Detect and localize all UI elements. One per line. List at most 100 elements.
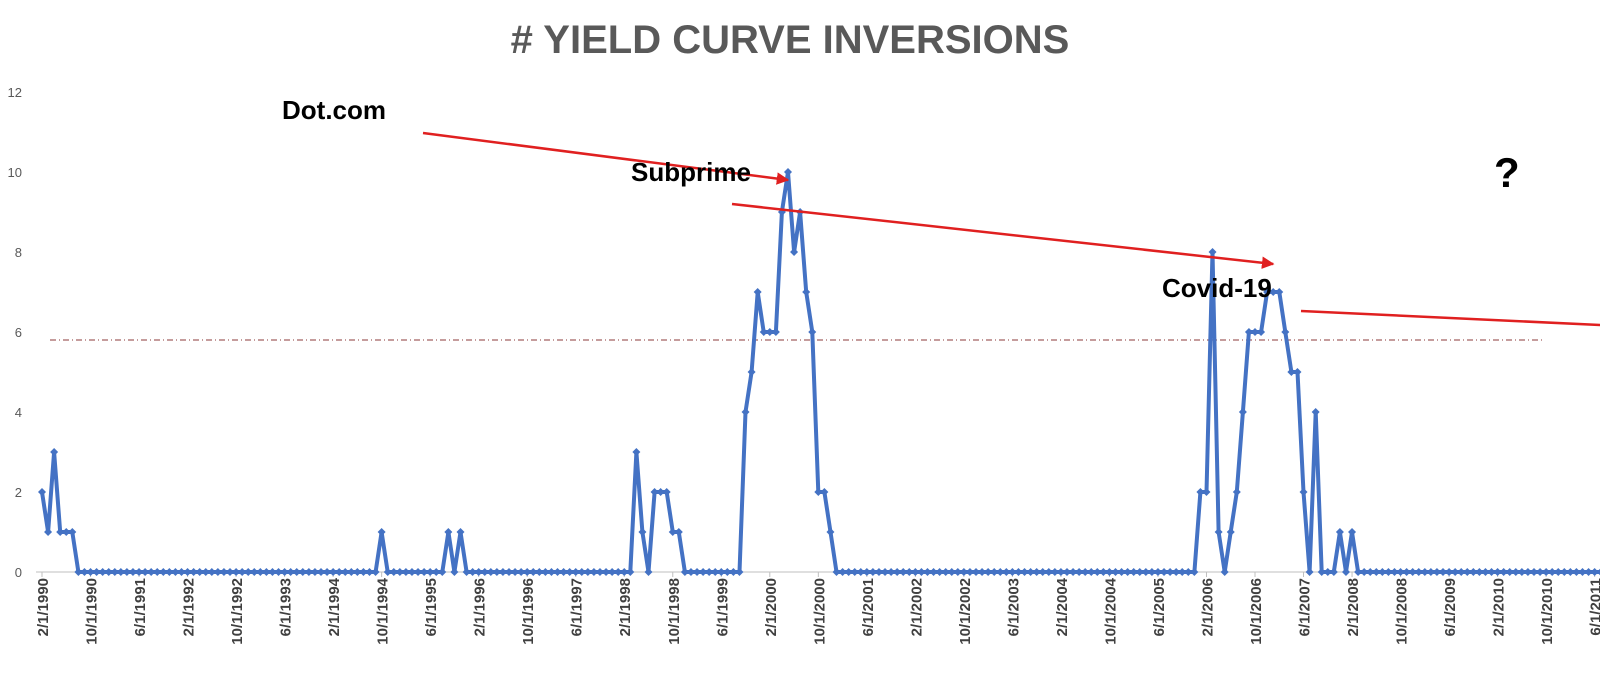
data-point bbox=[56, 528, 65, 536]
data-point bbox=[911, 568, 920, 576]
x-tick-label: 6/1/2005 bbox=[1151, 578, 1168, 636]
data-point bbox=[80, 568, 89, 576]
y-tick-label: 6 bbox=[15, 325, 22, 340]
data-point bbox=[329, 568, 338, 576]
x-tick-label: 2/1/1994 bbox=[326, 577, 343, 636]
x-tick-label: 10/1/1990 bbox=[84, 578, 101, 645]
data-point bbox=[1420, 568, 1429, 576]
data-point bbox=[1566, 568, 1575, 576]
data-point bbox=[553, 568, 562, 576]
data-point bbox=[1123, 568, 1132, 576]
annotation-covid: Covid-19 bbox=[1162, 273, 1272, 303]
data-point bbox=[1044, 568, 1053, 576]
data-point bbox=[1263, 288, 1272, 296]
data-point bbox=[420, 568, 429, 576]
data-point bbox=[802, 288, 811, 296]
data-point bbox=[893, 568, 902, 576]
data-point bbox=[941, 568, 950, 576]
data-point bbox=[820, 488, 829, 496]
x-tick-label: 2/1/1990 bbox=[35, 578, 52, 636]
x-tick-label: 2/1/2000 bbox=[763, 578, 780, 636]
data-point bbox=[1075, 568, 1084, 576]
x-tick-label: 6/1/1995 bbox=[423, 578, 440, 636]
data-point bbox=[887, 568, 896, 576]
data-point bbox=[808, 328, 817, 336]
data-point bbox=[650, 488, 659, 496]
data-point bbox=[1517, 568, 1526, 576]
data-point bbox=[1226, 528, 1235, 536]
data-point bbox=[771, 328, 780, 336]
data-point bbox=[1590, 568, 1599, 576]
data-point bbox=[1050, 568, 1059, 576]
data-point bbox=[686, 568, 695, 576]
data-point bbox=[1360, 568, 1369, 576]
data-point bbox=[1257, 328, 1266, 336]
data-point bbox=[292, 568, 301, 576]
x-tick-label: 2/1/2008 bbox=[1345, 578, 1362, 636]
data-point bbox=[250, 568, 259, 576]
annotations: Dot.com Subprime Covid-19 ? bbox=[282, 95, 1600, 327]
data-point bbox=[735, 568, 744, 576]
x-tick-label: 2/1/1998 bbox=[617, 578, 634, 636]
data-point bbox=[729, 568, 738, 576]
data-point bbox=[559, 568, 568, 576]
x-axis: 2/1/1990 10/1/1990 6/1/1991 2/1/1992 10/1/19… bbox=[35, 571, 1600, 645]
data-point bbox=[232, 568, 241, 576]
data-point bbox=[201, 568, 210, 576]
data-point bbox=[1069, 568, 1078, 576]
data-point bbox=[1384, 568, 1393, 576]
data-point bbox=[395, 568, 404, 576]
data-point bbox=[1366, 568, 1375, 576]
data-point bbox=[1493, 568, 1502, 576]
data-point bbox=[147, 568, 156, 576]
data-point bbox=[1135, 568, 1144, 576]
data-point bbox=[165, 568, 174, 576]
data-point bbox=[565, 568, 574, 576]
annotation-subprime: Subprime bbox=[631, 157, 751, 187]
data-point bbox=[953, 568, 962, 576]
x-tick-label: 6/1/1999 bbox=[714, 578, 731, 636]
data-point bbox=[371, 568, 380, 576]
data-point bbox=[1572, 568, 1581, 576]
data-point bbox=[1111, 568, 1120, 576]
data-point bbox=[1251, 328, 1259, 336]
data-point bbox=[353, 568, 362, 576]
data-point bbox=[62, 528, 71, 536]
data-point bbox=[1475, 568, 1484, 576]
data-point bbox=[547, 568, 556, 576]
data-point bbox=[1032, 568, 1041, 576]
y-axis: 0 2 4 6 8 10 12 bbox=[8, 85, 22, 580]
arrow-dotcom bbox=[422, 131, 790, 185]
data-point bbox=[917, 568, 926, 576]
data-point bbox=[1293, 368, 1302, 376]
data-point bbox=[602, 568, 611, 576]
x-tick-label: 6/1/2009 bbox=[1442, 578, 1459, 636]
data-point bbox=[850, 568, 859, 576]
data-point bbox=[456, 528, 465, 536]
series-inversions bbox=[38, 168, 1600, 576]
data-point bbox=[1026, 568, 1035, 576]
data-point bbox=[171, 568, 180, 576]
x-tick-label: 10/1/1994 bbox=[375, 577, 392, 644]
data-point bbox=[1141, 568, 1150, 576]
data-point bbox=[1487, 568, 1496, 576]
data-point bbox=[881, 568, 890, 576]
data-point bbox=[862, 568, 871, 576]
data-point bbox=[468, 568, 477, 576]
data-point bbox=[141, 568, 150, 576]
data-point bbox=[1008, 568, 1017, 576]
data-point bbox=[1317, 568, 1326, 576]
data-point bbox=[1414, 568, 1423, 576]
data-point bbox=[268, 568, 277, 576]
data-point bbox=[159, 568, 168, 576]
data-point bbox=[656, 488, 665, 496]
data-point bbox=[426, 568, 435, 576]
data-point bbox=[1208, 248, 1217, 256]
data-point bbox=[486, 568, 495, 576]
data-point bbox=[226, 568, 235, 576]
data-point bbox=[1117, 568, 1126, 576]
y-tick-label: 0 bbox=[15, 565, 22, 580]
data-point bbox=[1196, 488, 1205, 496]
data-point bbox=[1129, 568, 1138, 576]
